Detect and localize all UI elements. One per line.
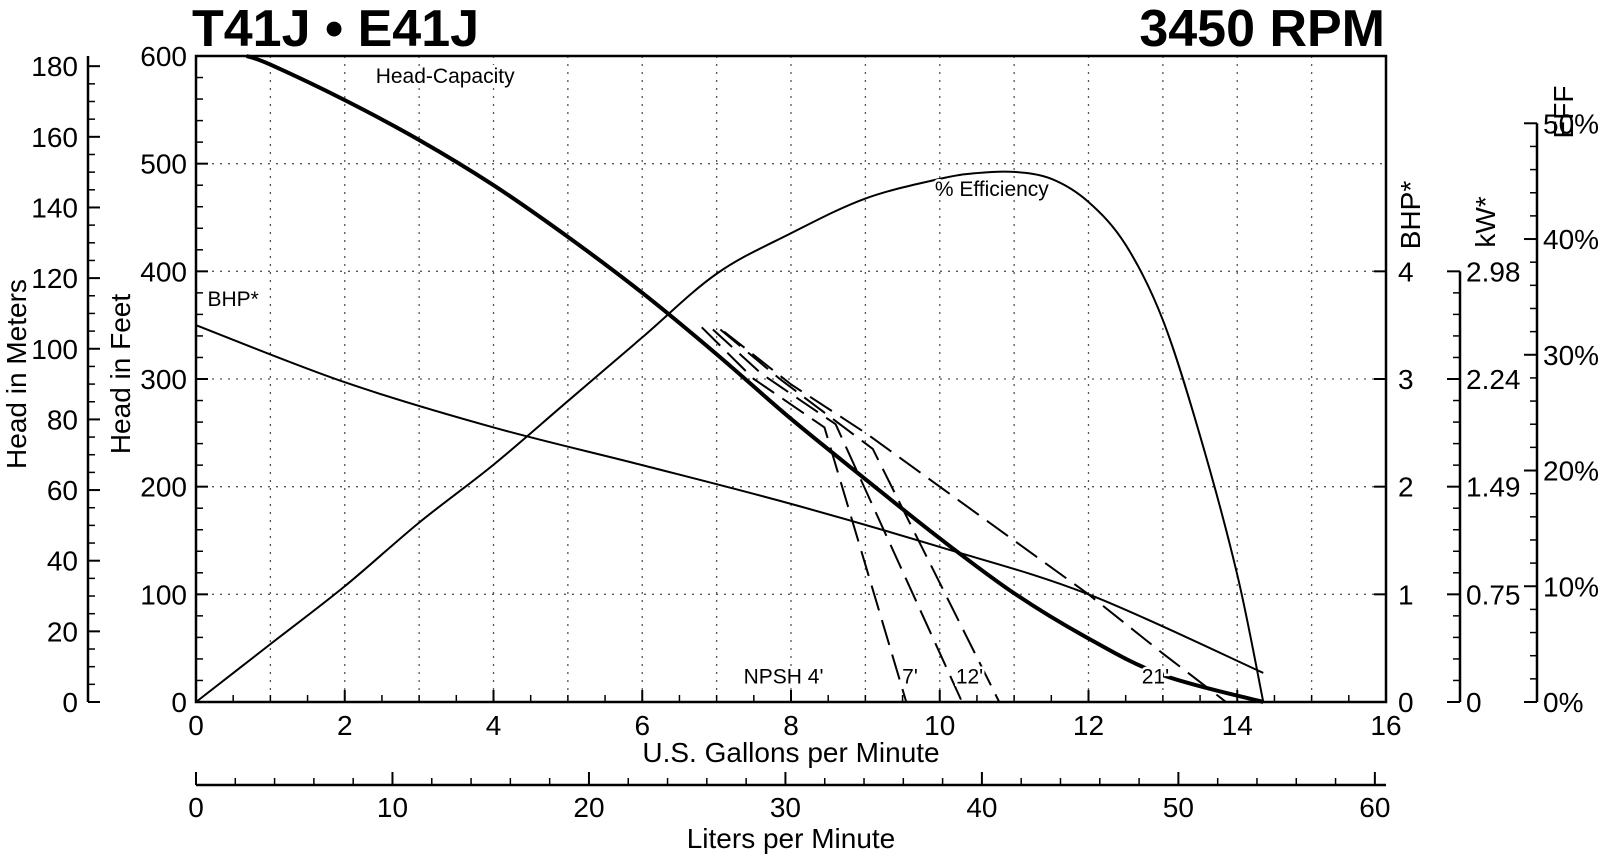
eff-tick-label: 40%: [1543, 224, 1599, 255]
kw-tick-label: 0: [1466, 687, 1482, 718]
series-lines: [195, 54, 1265, 704]
meters-tick-label: 0: [62, 687, 78, 718]
kw-tick-label: 2.24: [1466, 364, 1521, 395]
feet-tick-label: 0: [171, 687, 187, 718]
series-line-7: [712, 328, 963, 703]
feet-tick-label: 600: [140, 41, 187, 72]
x-tick-label: 16: [1370, 710, 1401, 741]
x-tick-label: 4: [486, 710, 502, 741]
series-line-head-capacity: [245, 54, 1264, 704]
meters-tick-label: 40: [47, 546, 78, 577]
bhp-tick-label: 3: [1398, 364, 1414, 395]
kw-tick-label: 0.75: [1466, 579, 1521, 610]
annotation-12: 12': [956, 666, 983, 689]
annotation--efficiency: % Efficiency: [935, 178, 1049, 201]
annotation-head-capacity: Head-Capacity: [376, 65, 515, 88]
meters-tick-label: 60: [47, 475, 78, 506]
series-line-12: [719, 328, 1001, 703]
gridlines: [196, 56, 1386, 702]
curve-annotations: Head-Capacity % Efficiency BHP* NPSH 4' 7' 12…: [205, 62, 1172, 691]
eff-axis-title: EFF: [1548, 86, 1579, 139]
bhp-tick-label: 0: [1398, 687, 1414, 718]
kw-tick-label: 2.98: [1466, 256, 1521, 287]
feet-tick-label: 300: [140, 364, 187, 395]
bhp-tick-label: 4: [1398, 256, 1414, 287]
series-line--efficiency: [195, 170, 1265, 703]
lpm-axis-title: Liters per Minute: [687, 823, 896, 854]
meters-tick-label: 160: [31, 122, 78, 153]
meters-tick-label: 120: [31, 263, 78, 294]
lpm-tick-label: 0: [188, 792, 204, 823]
chart-title-rpm: 3450 RPM: [1139, 0, 1385, 58]
eff-tick-label: 50%: [1543, 108, 1599, 139]
annotation-npsh-4: NPSH 4': [744, 666, 824, 689]
x-tick-label: 8: [783, 710, 799, 741]
lpm-tick-label: 10: [377, 792, 408, 823]
lpm-tick-label: 40: [966, 792, 997, 823]
x-tick-label: 14: [1222, 710, 1253, 741]
meters-axis-title: Head in Meters: [1, 279, 32, 469]
bhp-axis-title: BHP*: [1395, 181, 1426, 250]
x-tick-label: 10: [924, 710, 955, 741]
meters-tick-label: 100: [31, 334, 78, 365]
meters-tick-label: 80: [47, 404, 78, 435]
series-line-bhp: [195, 324, 1264, 674]
x-axis-title: U.S. Gallons per Minute: [642, 737, 939, 768]
x-tick-label: 2: [337, 710, 353, 741]
lpm-tick-label: 50: [1163, 792, 1194, 823]
eff-tick-label: 10%: [1543, 571, 1599, 602]
lpm-tick-label: 60: [1359, 792, 1390, 823]
x-tick-label: 6: [634, 710, 650, 741]
feet-tick-label: 500: [140, 149, 187, 180]
meters-tick-label: 140: [31, 192, 78, 223]
kw-tick-label: 1.49: [1466, 472, 1521, 503]
chart-title-model: T41J • E41J: [192, 0, 479, 58]
annotation-21: 21': [1142, 666, 1169, 689]
eff-tick-label: 0%: [1543, 687, 1583, 718]
feet-tick-label: 100: [140, 579, 187, 610]
series-line-21: [723, 330, 1227, 703]
eff-tick-label: 30%: [1543, 340, 1599, 371]
series-line-npsh-4: [701, 326, 908, 703]
feet-axis-title: Head in Feet: [105, 294, 136, 455]
meters-tick-label: 180: [31, 51, 78, 82]
x-tick-label: 12: [1073, 710, 1104, 741]
annotation-bhp: BHP*: [208, 288, 259, 311]
lpm-tick-label: 30: [770, 792, 801, 823]
feet-tick-label: 200: [140, 472, 187, 503]
bhp-tick-label: 2: [1398, 472, 1414, 503]
annotation-7: 7': [902, 666, 918, 689]
bhp-tick-label: 1: [1398, 579, 1414, 610]
feet-tick-label: 400: [140, 256, 187, 287]
x-tick-label: 0: [188, 710, 204, 741]
kw-axis-title: kW*: [1470, 196, 1501, 247]
meters-tick-label: 20: [47, 616, 78, 647]
eff-tick-label: 20%: [1543, 456, 1599, 487]
lpm-tick-label: 20: [573, 792, 604, 823]
